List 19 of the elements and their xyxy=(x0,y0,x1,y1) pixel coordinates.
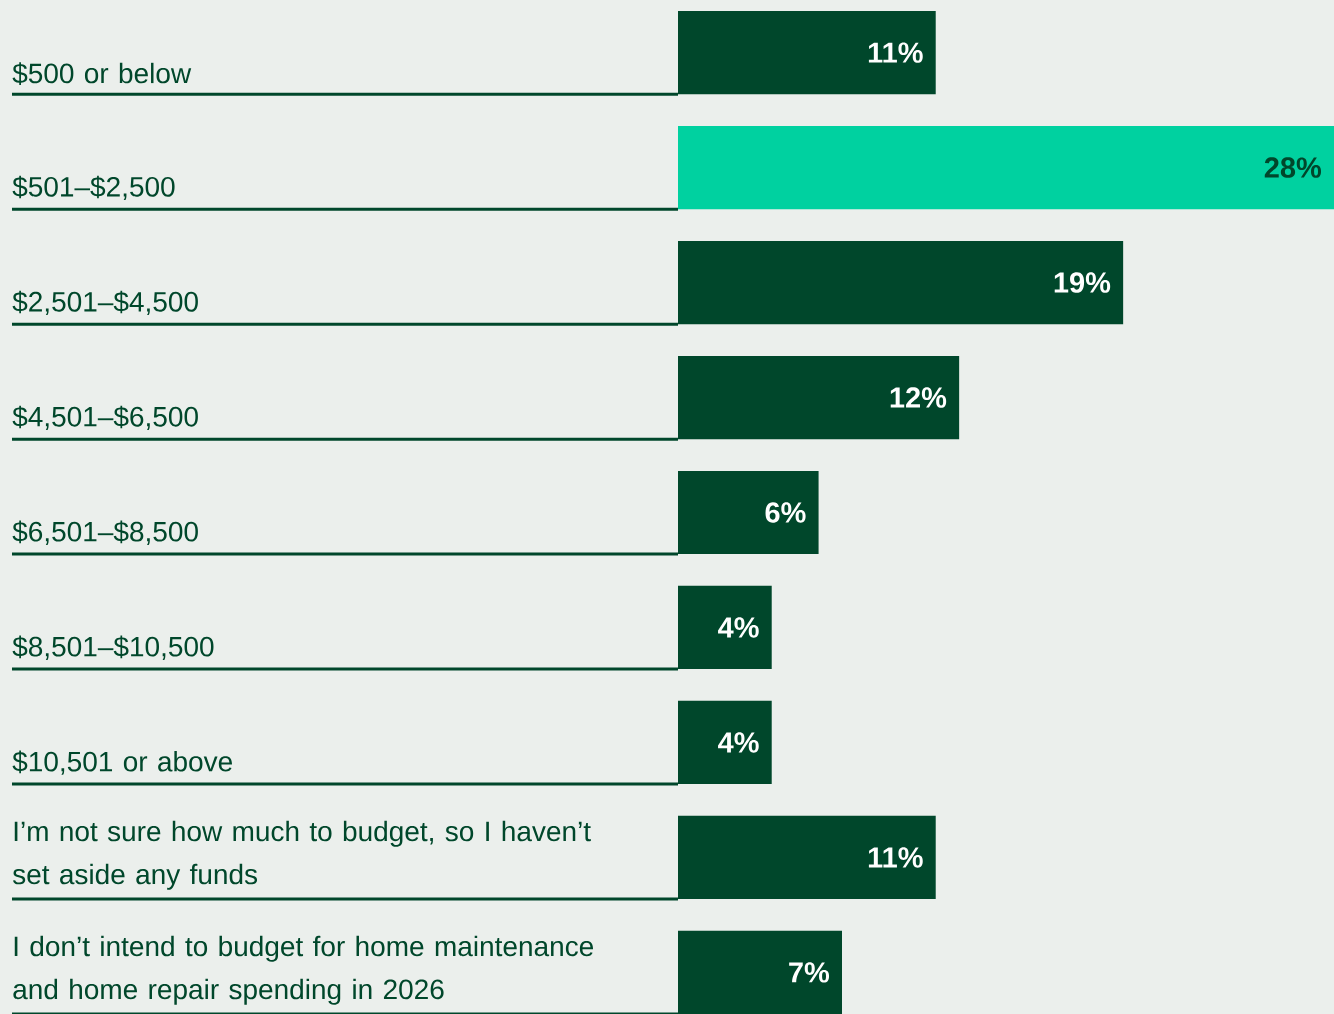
y-tick-label: $10,501 or above xyxy=(12,750,232,775)
y-tick-label: I don’t intend to budget for home maintenance and home repair spending in 2026 xyxy=(13,935,594,1005)
y-tick-label: $500 or below xyxy=(12,62,192,86)
data-label: 28% xyxy=(1264,157,1322,178)
data-label: 4% xyxy=(718,732,759,753)
y-tick-label: $501–$2,500 xyxy=(12,175,175,200)
data-label: 12% xyxy=(890,387,947,408)
data-label: 6% xyxy=(765,502,806,523)
data-label: 19% xyxy=(1054,272,1111,293)
data-label: 11% xyxy=(868,42,923,63)
y-tick-label: $2,501–$4,500 xyxy=(12,290,198,315)
bar xyxy=(678,125,1334,210)
data-label: 4% xyxy=(718,617,759,638)
y-tick-label: $6,501–$8,500 xyxy=(12,520,198,545)
y-tick-label: $8,501–$10,500 xyxy=(12,635,214,660)
data-label: 7% xyxy=(789,962,830,983)
y-tick-label: I’m not sure how much to budget, so I haven’t set aside any funds xyxy=(12,820,591,890)
data-label: 11% xyxy=(868,847,923,868)
y-tick-label: $4,501–$6,500 xyxy=(12,405,198,430)
